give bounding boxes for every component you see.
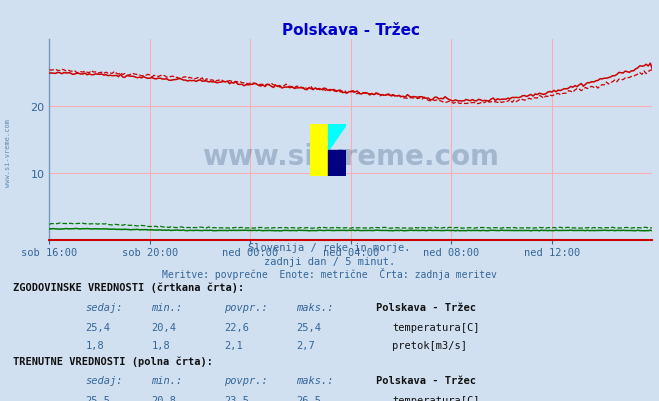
Text: maks.:: maks.: [297, 375, 334, 385]
Title: Polskava - Tržec: Polskava - Tržec [282, 22, 420, 38]
Text: min.:: min.: [152, 375, 183, 385]
Text: 1,8: 1,8 [152, 340, 170, 350]
Text: 1,8: 1,8 [86, 340, 104, 350]
Text: pretok[m3/s]: pretok[m3/s] [392, 340, 467, 350]
Text: Slovenija / reke in morje.: Slovenija / reke in morje. [248, 243, 411, 253]
Text: temperatura[C]: temperatura[C] [392, 322, 480, 332]
Text: 2,7: 2,7 [297, 340, 315, 350]
Text: temperatura[C]: temperatura[C] [392, 395, 480, 401]
Text: Meritve: povprečne  Enote: metrične  Črta: zadnja meritev: Meritve: povprečne Enote: metrične Črta:… [162, 267, 497, 279]
Bar [310, 124, 328, 176]
Text: sedaj:: sedaj: [86, 302, 123, 312]
Text: sedaj:: sedaj: [86, 375, 123, 385]
Text: 23,5: 23,5 [224, 395, 249, 401]
Text: 25,4: 25,4 [297, 322, 322, 332]
Text: ZGODOVINSKE VREDNOSTI (črtkana črta):: ZGODOVINSKE VREDNOSTI (črtkana črta): [13, 282, 244, 293]
Text: povpr.:: povpr.: [224, 375, 268, 385]
Polygon shape [328, 124, 346, 150]
Text: povpr.:: povpr.: [224, 302, 268, 312]
Text: 26,5: 26,5 [297, 395, 322, 401]
Text: 20,4: 20,4 [152, 322, 177, 332]
Text: Polskava - Tržec: Polskava - Tržec [376, 302, 476, 312]
Text: TRENUTNE VREDNOSTI (polna črta):: TRENUTNE VREDNOSTI (polna črta): [13, 356, 213, 366]
Text: Polskava - Tržec: Polskava - Tržec [376, 375, 476, 385]
Text: zadnji dan / 5 minut.: zadnji dan / 5 minut. [264, 256, 395, 266]
Text: 22,6: 22,6 [224, 322, 249, 332]
Text: www.si-vreme.com: www.si-vreme.com [5, 118, 11, 186]
Text: 25,5: 25,5 [86, 395, 111, 401]
Text: min.:: min.: [152, 302, 183, 312]
Polygon shape [328, 150, 346, 176]
Text: 25,4: 25,4 [86, 322, 111, 332]
Text: 2,1: 2,1 [224, 340, 243, 350]
Text: 20,8: 20,8 [152, 395, 177, 401]
Text: www.si-vreme.com: www.si-vreme.com [202, 142, 500, 170]
Text: maks.:: maks.: [297, 302, 334, 312]
